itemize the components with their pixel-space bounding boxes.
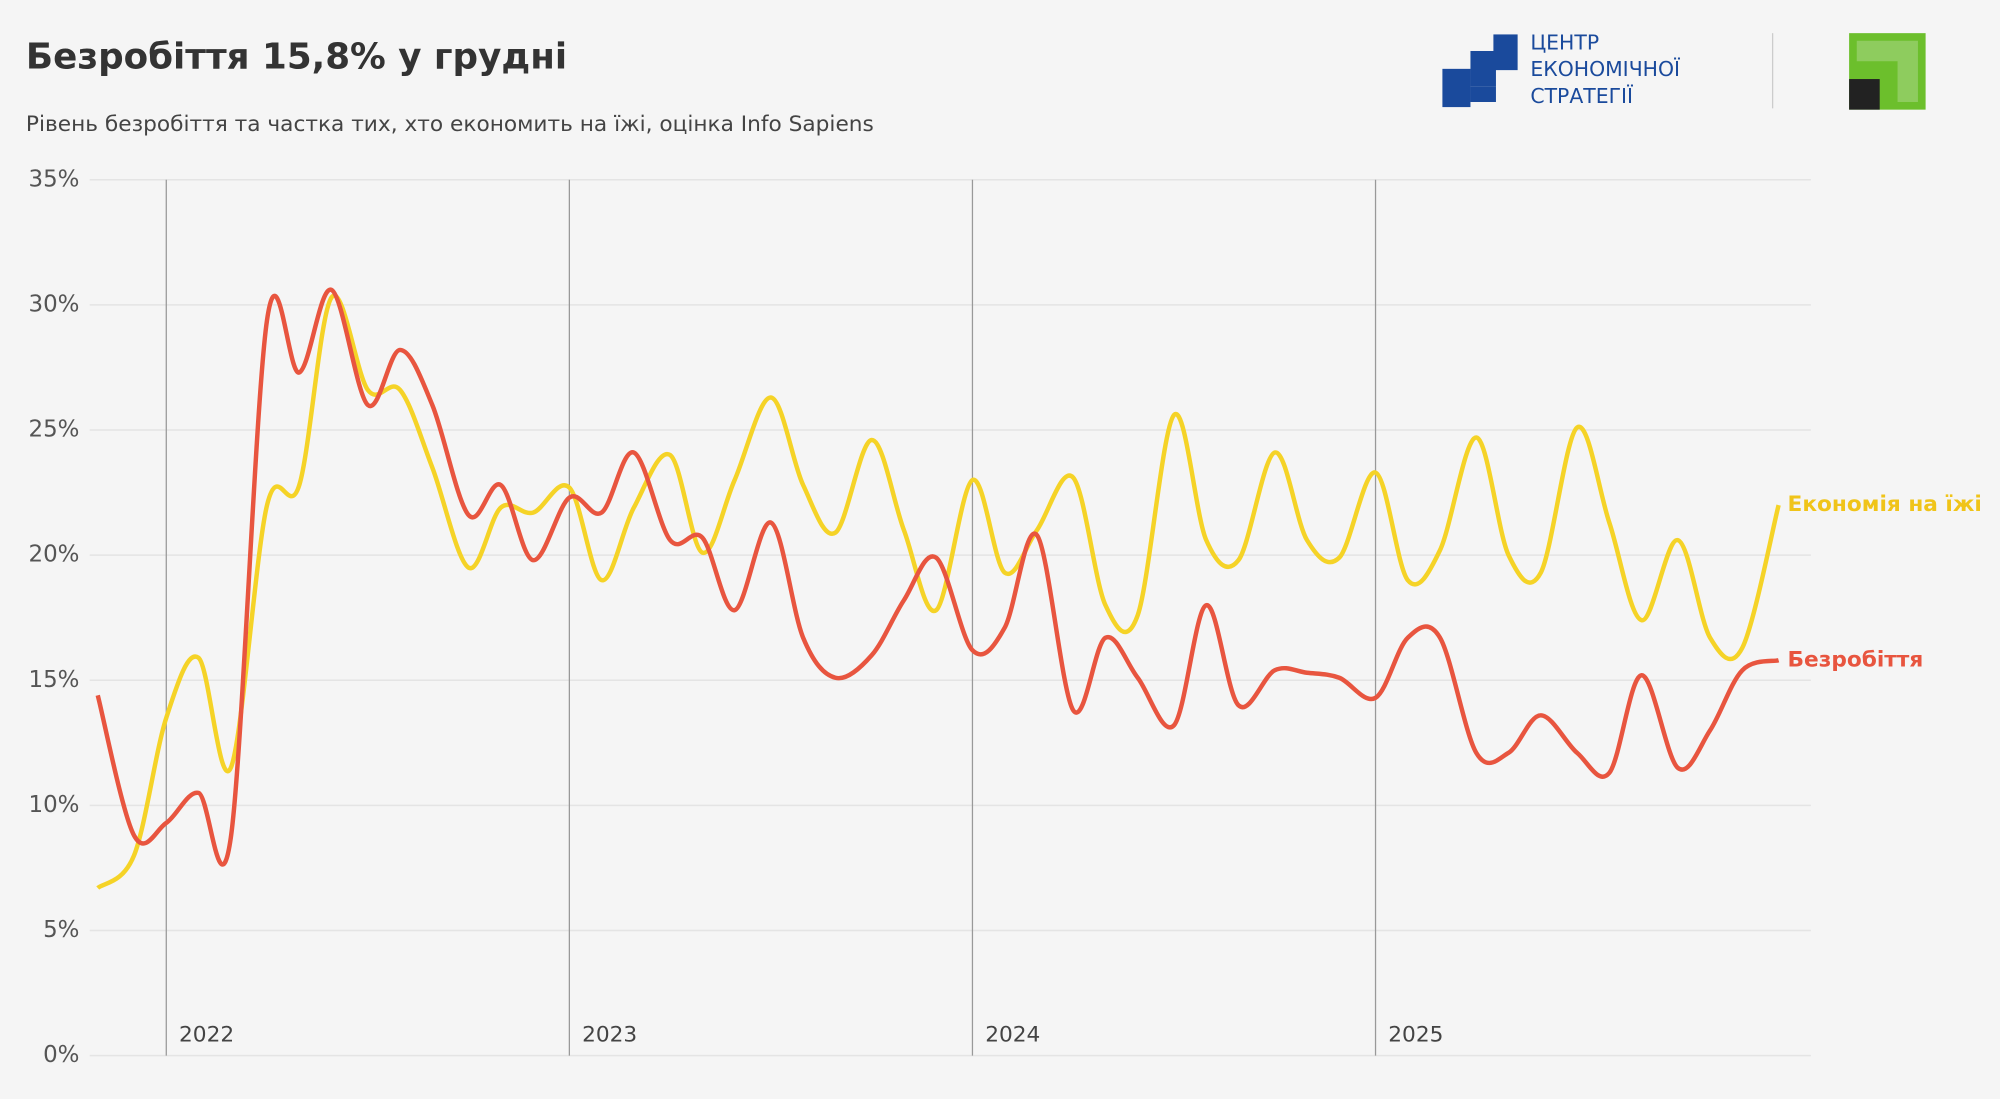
logo-block [1442,68,1471,108]
plot-area: 0% 5% 10% 15% 20% 25% 30% 35% 2022 2023 2024 2025 Ек… [29,166,1982,1068]
chart-subtitle: Рівень безробіття та частка тих, хто еко… [26,112,874,137]
logo-block [1470,86,1496,102]
y-tick-label: 15% [29,667,80,693]
x-tick-label: 2023 [582,1022,637,1047]
y-tick-label: 10% [29,792,80,818]
y-tick-label: 35% [29,166,80,192]
y-tick-label: 25% [29,417,80,443]
logo-block [1470,50,1496,87]
y-tick-label: 5% [43,917,79,943]
series-label: Безробіття [1788,647,1924,672]
chart-title: Безробіття 15,8% у грудні [26,37,567,78]
logo-block [1493,34,1518,71]
series-line [96,293,1781,890]
logo-text: ЕКОНОМІЧНОЇ [1530,56,1680,81]
y-tick-label: 0% [43,1042,79,1068]
logo-text: ЦЕНТР [1530,30,1599,54]
y-tick-label: 20% [29,542,80,568]
x-tick-label: 2025 [1388,1022,1443,1047]
logo-ces: ЦЕНТР ЕКОНОМІЧНОЇ СТРАТЕГІЇ [1442,30,1680,108]
logo-shape [1856,40,1918,102]
x-tick-label: 2024 [985,1022,1040,1047]
logo-bank [1849,33,1926,110]
logo-square [1849,79,1880,110]
x-tick-label: 2022 [179,1022,234,1047]
y-tick-label: 30% [29,291,80,317]
series-line [95,287,1780,867]
series-label: Економія на їжі [1788,492,1982,517]
logo-text: СТРАТЕГІЇ [1530,83,1633,108]
